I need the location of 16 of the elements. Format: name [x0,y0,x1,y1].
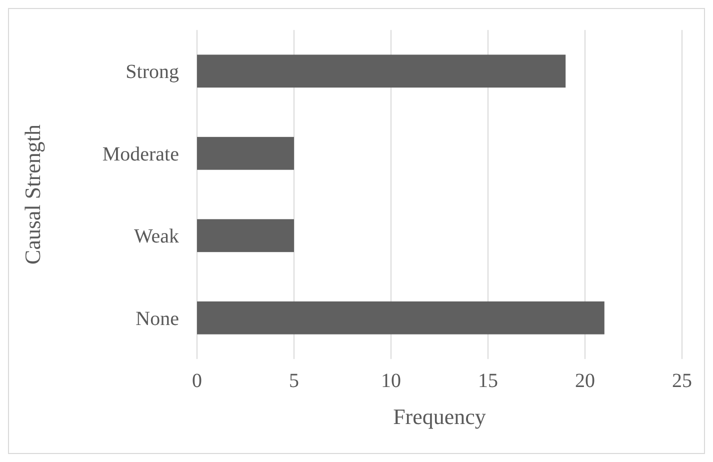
x-tick-label: 10 [381,370,401,392]
x-tick-label: 15 [478,370,498,392]
bar [197,136,294,170]
x-tick-label: 5 [289,370,299,392]
x-tick-label: 20 [575,370,595,392]
x-tick-label: 25 [672,370,692,392]
x-axis-title: Frequency [393,404,486,429]
y-tick-label: Weak [134,226,179,248]
y-tick-label: None [136,308,180,330]
y-tick-label: Strong [126,61,179,84]
x-tick-label: 0 [192,370,202,392]
y-tick-label: Moderate [102,143,180,166]
bar [197,219,294,252]
bar [197,301,604,334]
bar [197,54,566,88]
y-axis-title: Causal Strength [20,124,45,264]
